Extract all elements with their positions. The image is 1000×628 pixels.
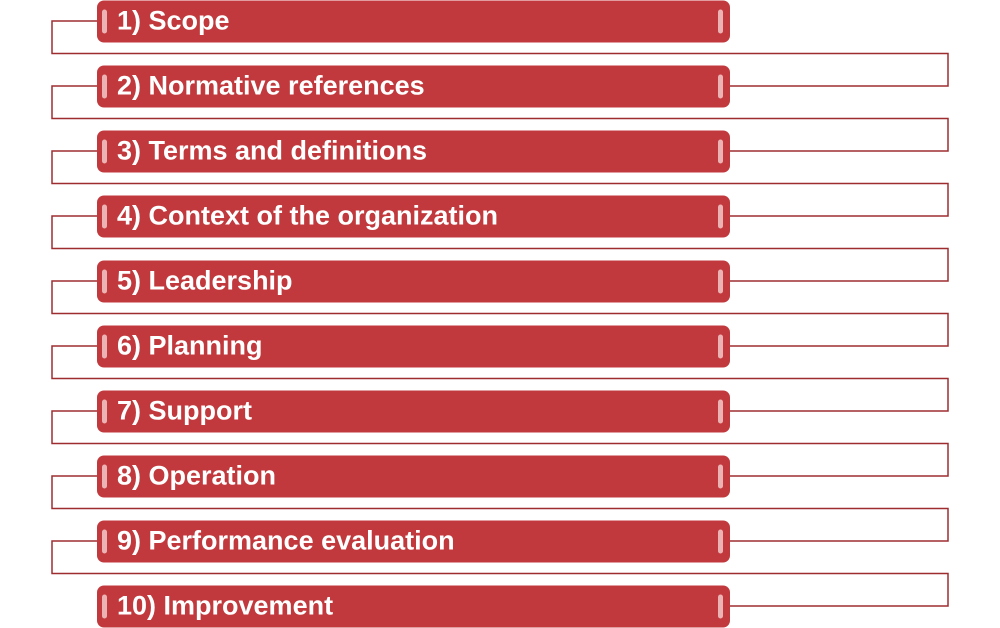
- bar-body: [97, 130, 730, 173]
- step-label: 5) Leadership: [117, 266, 293, 296]
- bar-body: [97, 585, 730, 628]
- connector: [51, 540, 949, 607]
- step-bar: 5) Leadership: [97, 260, 730, 303]
- connector: [51, 215, 949, 282]
- step-label: 3) Terms and definitions: [117, 136, 427, 166]
- bar-highlight-left: [102, 464, 107, 489]
- bar-highlight-left: [102, 399, 107, 424]
- bar-body: [97, 325, 730, 368]
- step-label: 7) Support: [117, 396, 252, 426]
- bar-highlight-right: [718, 74, 723, 99]
- bar-highlight-right: [718, 594, 723, 619]
- connector: [51, 280, 949, 347]
- bar-highlight-left: [102, 74, 107, 99]
- connectors: [51, 20, 949, 607]
- step-label: 10) Improvement: [117, 591, 333, 621]
- bar-highlight-left: [102, 334, 107, 359]
- step-bar: 4) Context of the organization: [97, 195, 730, 238]
- connector: [51, 475, 949, 542]
- bar-highlight-left: [102, 204, 107, 229]
- step-bar: 6) Planning: [97, 325, 730, 368]
- step-label: 6) Planning: [117, 331, 263, 361]
- step-bar: 9) Performance evaluation: [97, 520, 730, 563]
- bar-highlight-right: [718, 334, 723, 359]
- step-label: 4) Context of the organization: [117, 201, 498, 231]
- connector: [51, 20, 949, 87]
- bars: 1) Scope 2) Normative references 3) Terms …: [97, 0, 730, 628]
- step-bar: 3) Terms and definitions: [97, 130, 730, 173]
- step-label: 8) Operation: [117, 461, 276, 491]
- step-bar: 8) Operation: [97, 455, 730, 498]
- bar-highlight-left: [102, 594, 107, 619]
- step-bar: 1) Scope: [97, 0, 730, 43]
- bar-highlight-left: [102, 139, 107, 164]
- step-label: 9) Performance evaluation: [117, 526, 455, 556]
- bar-highlight-right: [718, 9, 723, 34]
- bar-highlight-left: [102, 9, 107, 34]
- connector: [51, 150, 949, 217]
- bar-body: [97, 455, 730, 498]
- bar-body: [97, 390, 730, 433]
- step-label: 2) Normative references: [117, 71, 425, 101]
- step-label: 1) Scope: [117, 6, 230, 36]
- connector: [51, 410, 949, 477]
- bar-highlight-right: [718, 204, 723, 229]
- bar-highlight-right: [718, 269, 723, 294]
- connector: [51, 85, 949, 152]
- bar-highlight-right: [718, 399, 723, 424]
- bar-highlight-right: [718, 464, 723, 489]
- step-bar: 10) Improvement: [97, 585, 730, 628]
- bar-body: [97, 520, 730, 563]
- bar-body: [97, 0, 730, 43]
- bar-highlight-right: [718, 529, 723, 554]
- bar-highlight-left: [102, 529, 107, 554]
- bar-body: [97, 260, 730, 303]
- step-bar: 2) Normative references: [97, 65, 730, 108]
- bar-body: [97, 195, 730, 238]
- step-bar: 7) Support: [97, 390, 730, 433]
- bar-highlight-left: [102, 269, 107, 294]
- connector: [51, 345, 949, 412]
- bar-highlight-right: [718, 139, 723, 164]
- bar-body: [97, 65, 730, 108]
